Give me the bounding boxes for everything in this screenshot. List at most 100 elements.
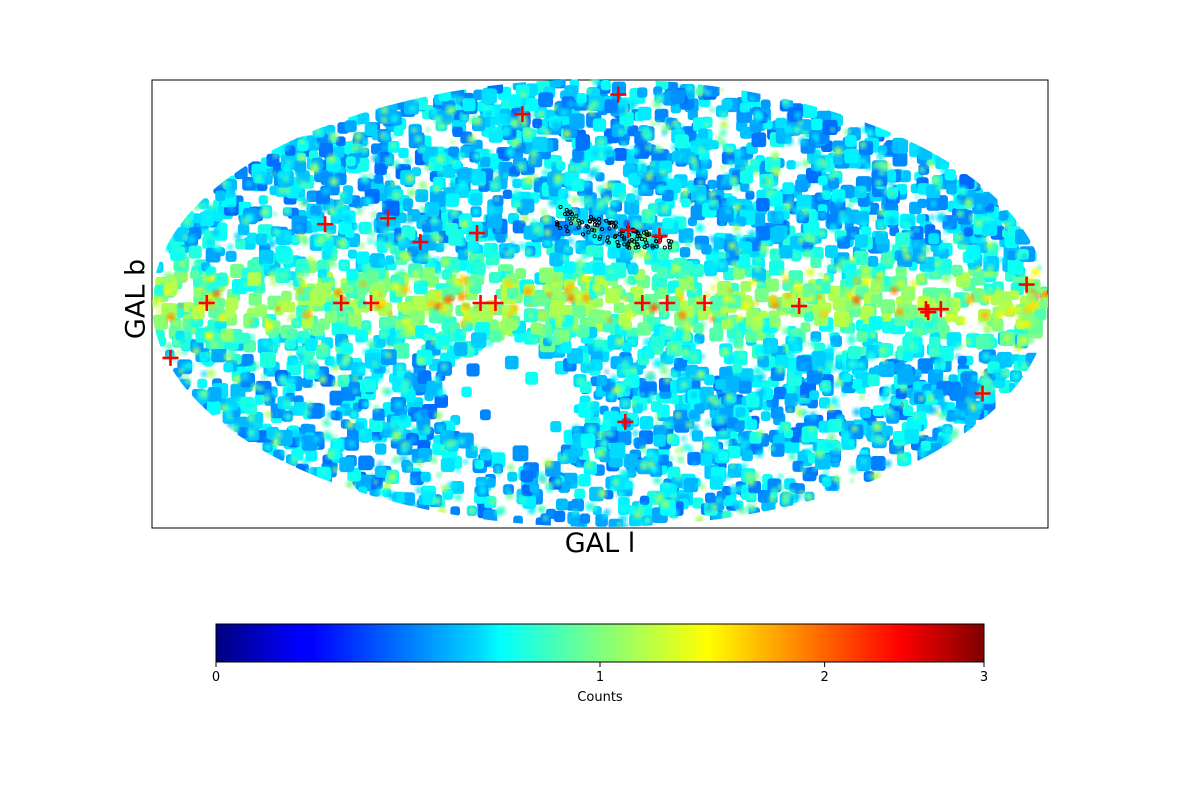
count-core [572,509,578,516]
count-core [797,120,803,125]
count-core [821,213,826,218]
count-core [302,409,311,417]
count-core [627,311,634,319]
count-core [1002,334,1012,343]
count-core [674,473,683,481]
count-core [421,219,426,225]
count-pixel [805,167,822,184]
count-core [442,344,449,351]
count-core [677,456,684,464]
count-pixel [933,389,944,400]
count-pixel [462,98,476,112]
count-core [937,184,943,191]
count-core [587,400,594,407]
count-core [461,114,467,120]
count-core [266,196,271,201]
count-core [794,162,800,168]
count-pixel [760,99,771,110]
y-axis-label: GAL b [120,258,152,340]
count-pixel [881,318,898,334]
count-pixel [576,325,590,338]
count-pixel [549,286,563,299]
count-core [833,448,840,455]
count-core [720,429,727,436]
count-core [804,341,809,346]
count-core [895,308,904,316]
count-core [311,233,318,240]
count-core [806,268,815,277]
count-core [460,220,469,229]
count-core [228,205,235,212]
count-core [1016,320,1025,329]
count-core [321,128,327,134]
count-core [680,153,685,158]
count-pixel [610,262,627,279]
count-core [398,239,405,246]
count-core [619,505,628,514]
count-pixel [916,214,926,224]
count-pixel [847,346,862,360]
count-core [329,133,337,142]
count-pixel [254,304,268,317]
count-core [708,190,716,198]
count-core [775,254,780,260]
count-core [847,335,856,345]
count-core [407,273,412,279]
count-core [918,253,927,262]
count-core [697,195,706,204]
count-core [788,452,797,461]
count-core [446,105,451,109]
count-core [945,314,953,322]
count-core [796,213,806,222]
count-core [417,356,426,365]
count-core [392,191,401,200]
count-core [469,258,474,264]
count-pixel [260,351,276,368]
count-pixel [709,476,724,490]
count-core [458,180,467,189]
count-core [734,148,744,158]
count-pixel [356,251,370,265]
count-core [751,472,760,481]
count-core [732,224,741,232]
count-core [604,148,614,158]
count-core [588,169,597,178]
count-core [890,287,898,295]
count-core [778,483,785,490]
count-core [206,238,214,247]
count-core [546,485,554,493]
count-core [969,294,974,299]
count-core [741,416,746,421]
count-pixel [946,183,957,195]
count-core [985,241,994,250]
count-core [670,493,678,501]
count-core [724,439,732,447]
count-core [381,142,388,150]
count-core [187,235,196,244]
count-pixel [512,445,529,462]
count-pixel [755,226,771,241]
count-core [787,196,794,203]
count-pixel [424,202,440,217]
count-core [663,174,671,182]
count-core [951,241,956,246]
count-core [728,288,733,293]
count-core [338,314,346,323]
count-pixel [756,198,770,212]
count-pixel [699,453,713,466]
count-core [866,351,876,361]
count-core [884,407,894,416]
count-core [928,327,934,333]
count-core [699,353,705,360]
count-core [745,324,752,331]
count-core [761,177,768,185]
count-pixel [782,182,795,195]
count-core [418,193,428,202]
count-core [552,277,558,282]
count-core [890,192,894,197]
count-core [365,197,373,205]
count-core [720,164,726,170]
count-core [336,200,344,208]
count-core [883,385,892,394]
count-core [675,448,681,454]
